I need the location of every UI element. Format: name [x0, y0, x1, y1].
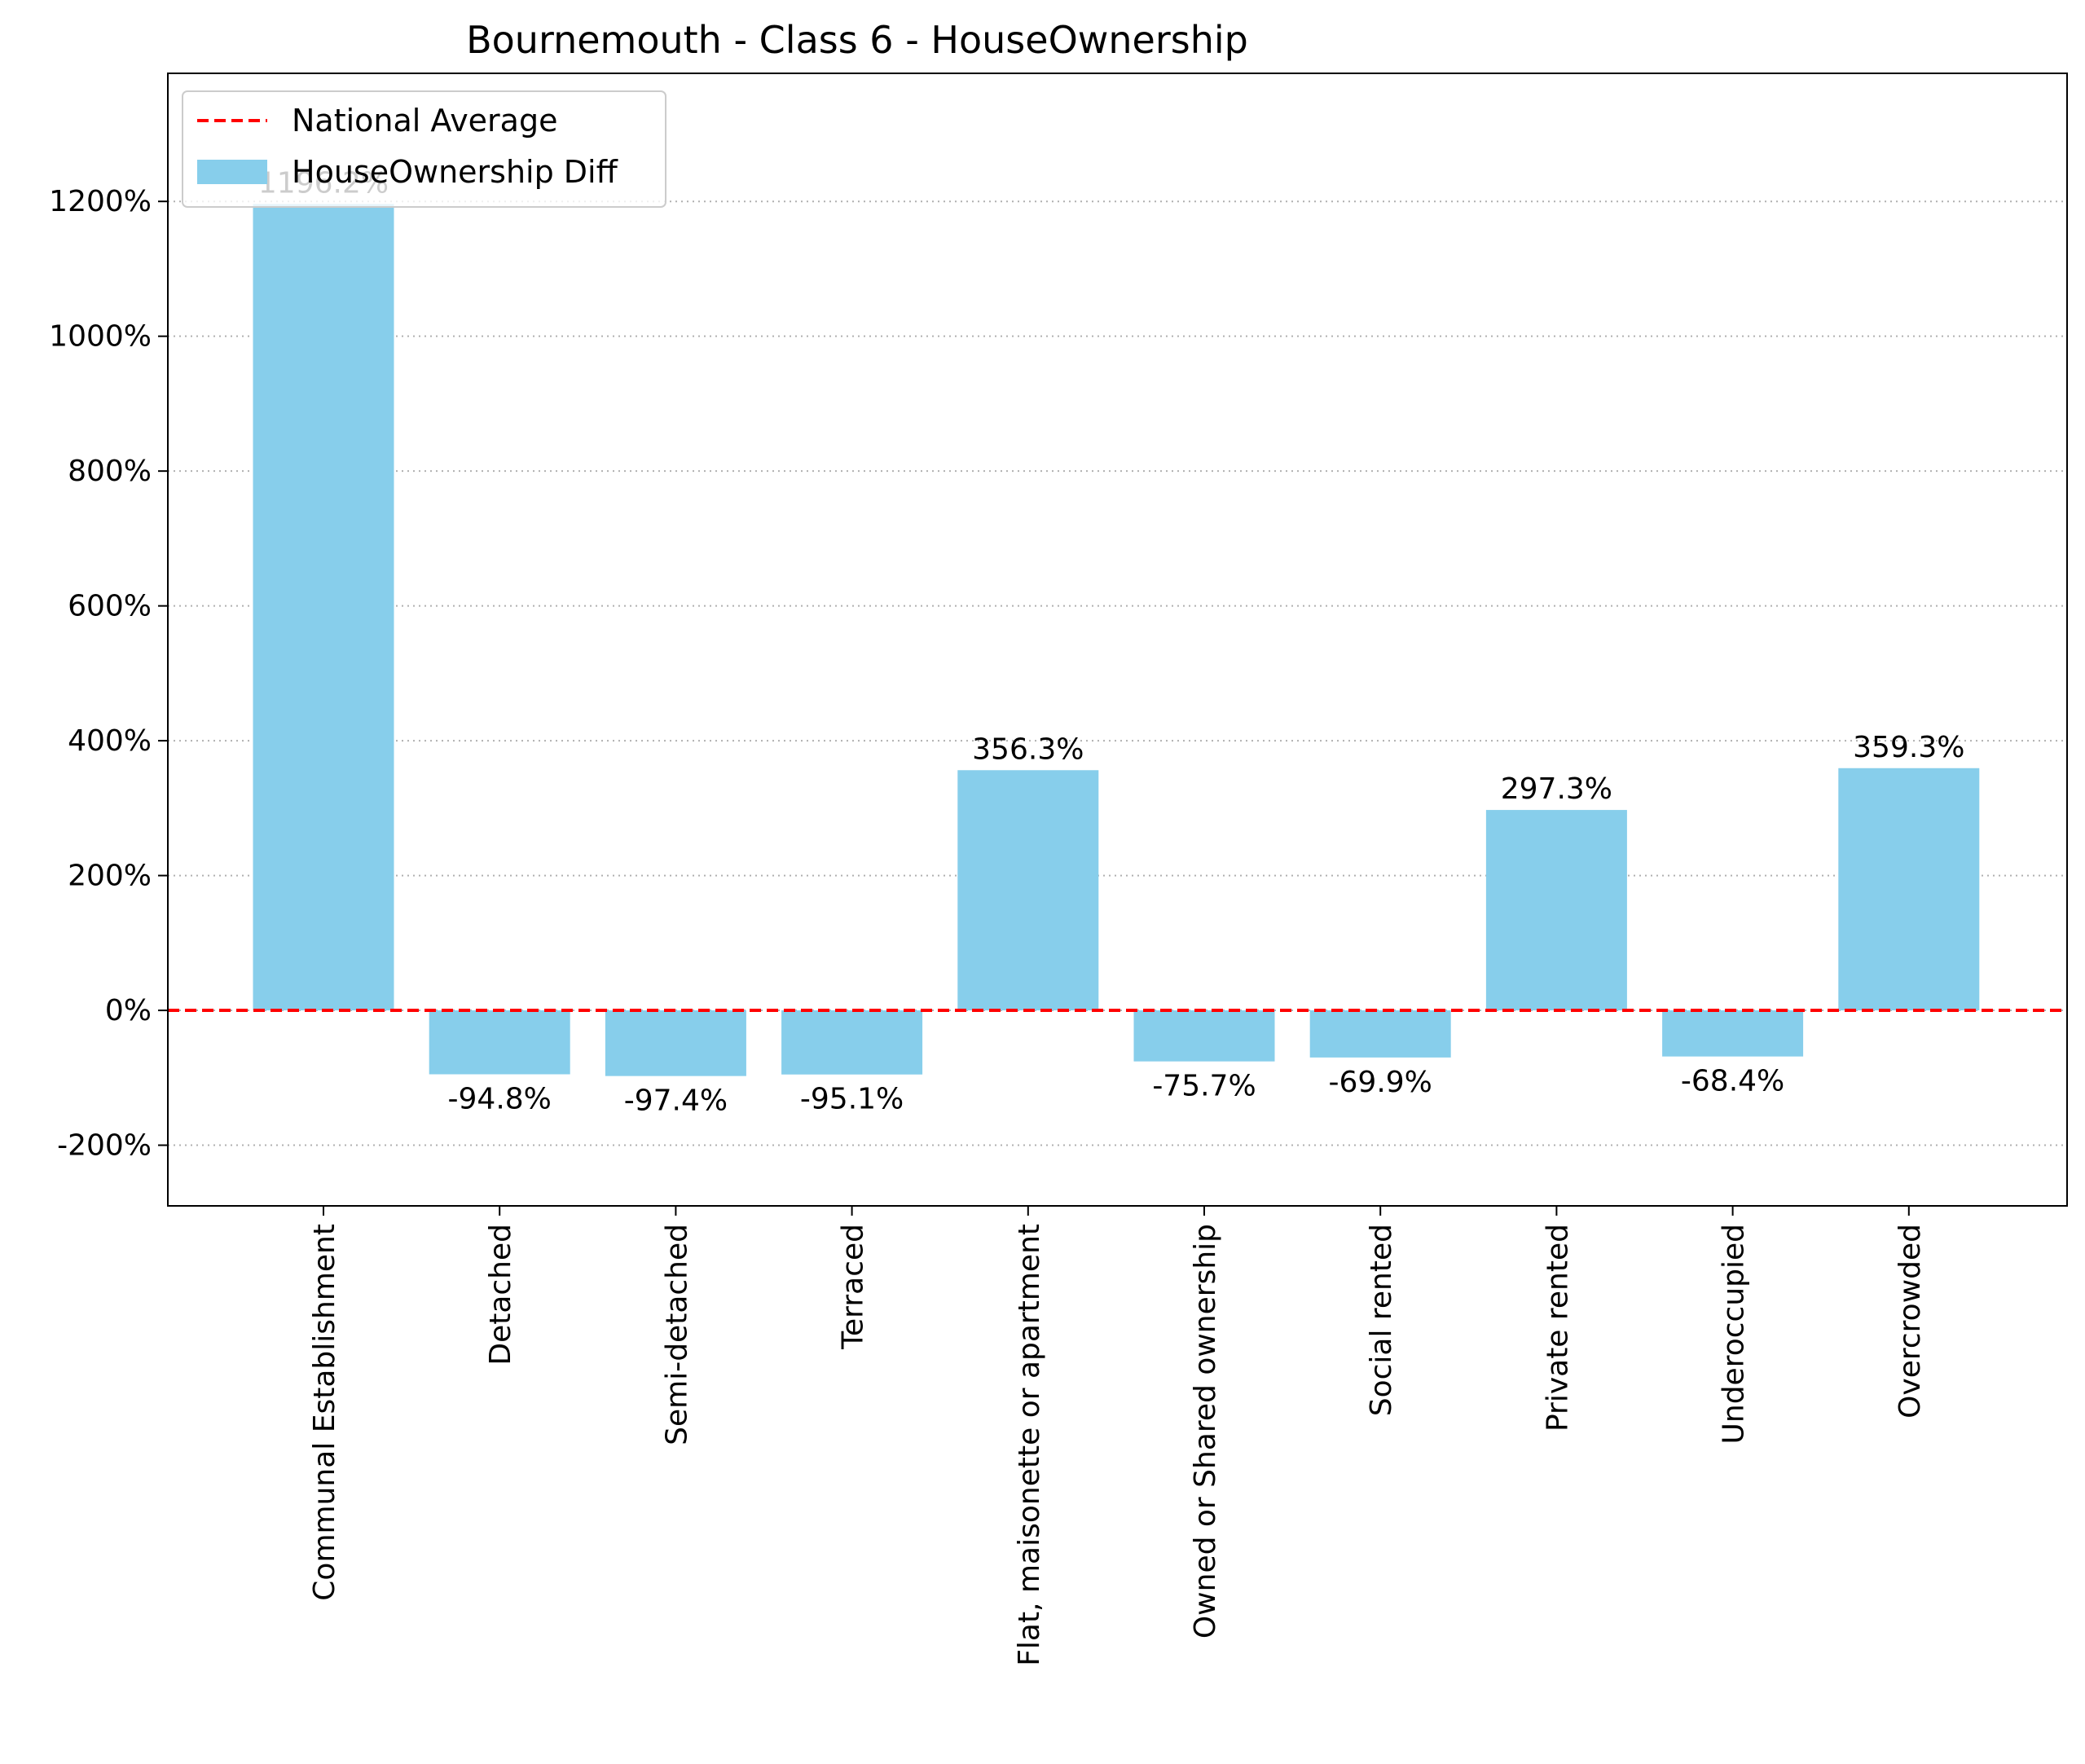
bar: [1485, 810, 1627, 1011]
y-tick-label: 200%: [68, 860, 152, 893]
grid-lines: [168, 200, 2067, 1146]
data-label: -95.1%: [800, 1083, 904, 1116]
data-label: 359.3%: [1853, 731, 1964, 764]
data-label: -69.9%: [1329, 1066, 1432, 1099]
x-tick-label: Terraced: [837, 1224, 870, 1350]
bar: [781, 1010, 923, 1075]
x-axis: Communal Establishment Detached Semi-detac…: [308, 1206, 1927, 1666]
x-tick-label: Flat, maisonette or apartment: [1013, 1224, 1046, 1666]
bar: [605, 1010, 746, 1076]
y-tick-label: 1000%: [49, 320, 152, 354]
data-label: -97.4%: [624, 1084, 728, 1118]
legend-houseownership-diff-swatch: [197, 160, 267, 184]
x-tick-label: Owned or Shared ownership: [1189, 1224, 1222, 1639]
bar: [1133, 1010, 1275, 1062]
data-labels: 1196.2%-94.8%-97.4%-95.1%356.3%-75.7%-69…: [258, 166, 1965, 1117]
bars: [253, 204, 1980, 1076]
legend-box: [182, 90, 666, 208]
y-axis: -200% 0% 200% 400% 600% 800% 1000% 1200%: [49, 185, 168, 1163]
y-tick-label: 1200%: [49, 185, 152, 218]
data-label: -94.8%: [448, 1082, 552, 1115]
x-tick-label: Semi-detached: [660, 1224, 693, 1445]
x-tick-label: Detached: [484, 1224, 517, 1366]
y-tick-label: 600%: [68, 590, 152, 623]
x-tick-label: Private rented: [1541, 1224, 1574, 1432]
bar: [1838, 768, 1980, 1011]
y-tick-label: 400%: [68, 724, 152, 758]
x-tick-label: Communal Establishment: [308, 1224, 341, 1601]
y-tick-label: 0%: [105, 994, 152, 1027]
x-tick-label: Social rented: [1365, 1224, 1398, 1416]
axes-frame: [167, 73, 2068, 1207]
x-tick-label: Overcrowded: [1894, 1224, 1927, 1419]
bar: [1662, 1010, 1804, 1057]
x-tick-label: Underoccupied: [1718, 1224, 1751, 1444]
data-label: -75.7%: [1152, 1070, 1256, 1103]
chart-title: Bournemouth - Class 6 - HouseOwnership: [466, 18, 1248, 62]
bar: [429, 1010, 570, 1075]
bar: [1309, 1010, 1451, 1058]
y-tick-label: 800%: [68, 455, 152, 488]
legend-national-average-label: National Average: [292, 103, 557, 139]
legend: National Average HouseOwnership Diff: [182, 90, 666, 208]
data-label: 356.3%: [972, 732, 1084, 766]
data-label: -68.4%: [1681, 1065, 1784, 1098]
data-label: 297.3%: [1501, 772, 1612, 806]
bar: [957, 770, 1099, 1011]
bar: [253, 204, 394, 1011]
legend-houseownership-diff-label: HouseOwnership Diff: [292, 154, 618, 190]
y-tick-label: -200%: [57, 1129, 152, 1163]
